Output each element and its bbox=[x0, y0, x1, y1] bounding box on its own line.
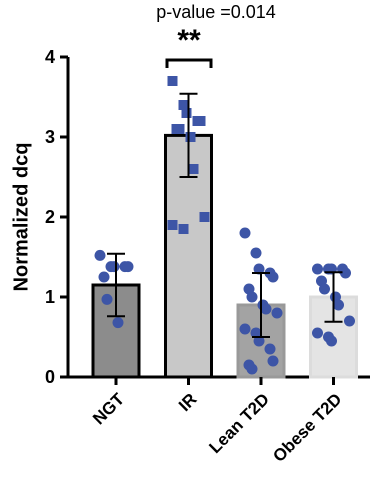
data-point bbox=[98, 271, 110, 283]
data-point bbox=[344, 315, 355, 327]
data-point bbox=[174, 124, 185, 134]
data-point bbox=[250, 247, 262, 259]
data-point bbox=[94, 249, 106, 261]
x-tick-label: Obese T2D bbox=[269, 390, 345, 466]
data-point bbox=[185, 132, 196, 142]
error-bar bbox=[324, 271, 343, 323]
data-point bbox=[267, 271, 279, 283]
data-point bbox=[246, 291, 258, 303]
data-point bbox=[260, 303, 272, 315]
data-point bbox=[326, 335, 337, 347]
data-point bbox=[340, 267, 351, 279]
data-point bbox=[319, 283, 330, 295]
error-bar bbox=[179, 92, 198, 178]
data-point bbox=[246, 363, 258, 375]
data-point bbox=[195, 116, 206, 126]
x-tick-label: Lean T2D bbox=[205, 390, 273, 458]
y-tick-label: 1 bbox=[45, 287, 55, 307]
data-point bbox=[178, 100, 189, 110]
x-tick-label: NGT bbox=[89, 389, 128, 428]
data-point bbox=[239, 227, 251, 239]
data-point bbox=[199, 212, 210, 222]
data-point bbox=[333, 299, 344, 311]
data-point bbox=[101, 293, 113, 305]
data-point bbox=[167, 76, 178, 86]
y-tick-label: 2 bbox=[45, 207, 55, 227]
significance: ** bbox=[177, 24, 201, 57]
data-point bbox=[178, 224, 189, 234]
data-point bbox=[188, 164, 199, 174]
x-tick-label: IR bbox=[175, 390, 200, 415]
p-value: p-value =0.014 bbox=[156, 2, 276, 22]
y-axis-label: Normalized dcq bbox=[10, 143, 32, 292]
error-bar bbox=[252, 272, 270, 338]
data-point bbox=[181, 108, 192, 118]
data-point bbox=[271, 307, 283, 319]
y-tick-label: 3 bbox=[45, 127, 55, 147]
data-point bbox=[253, 335, 265, 347]
data-point bbox=[253, 263, 265, 275]
data-point bbox=[112, 317, 124, 329]
data-point bbox=[167, 220, 178, 230]
data-point bbox=[264, 343, 276, 355]
data-point bbox=[312, 327, 323, 339]
data-point bbox=[312, 263, 323, 275]
data-point bbox=[239, 323, 251, 335]
data-point bbox=[122, 261, 134, 273]
y-tick-label: 4 bbox=[45, 47, 55, 67]
significance-bracket bbox=[165, 58, 213, 68]
data-point bbox=[267, 355, 279, 367]
data-point bbox=[108, 261, 120, 273]
y-tick-label: 0 bbox=[45, 367, 55, 387]
error-bar bbox=[107, 252, 125, 318]
